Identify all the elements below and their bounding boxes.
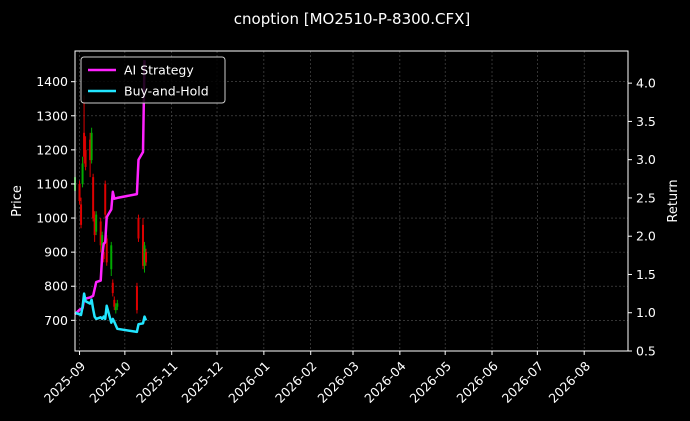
y-tick-label: 800 bbox=[44, 279, 68, 294]
candles bbox=[74, 95, 148, 314]
candle-body bbox=[93, 218, 96, 236]
return-axis: 0.5 1.0 1.5 2.0 2.5 3.0 3.5 4.0 bbox=[628, 76, 656, 359]
candle-body bbox=[99, 221, 102, 246]
price-axis: 700 800 900 1000 1100 1200 1300 1400 bbox=[36, 74, 75, 328]
candle-body bbox=[81, 163, 84, 184]
y-tick-label: 1200 bbox=[36, 142, 68, 157]
candle-body bbox=[80, 204, 83, 225]
candle-body bbox=[141, 224, 144, 266]
legend-box bbox=[80, 56, 226, 104]
candle-body bbox=[92, 177, 95, 219]
y2-tick-label: 1.5 bbox=[636, 267, 656, 282]
y2-axis-label: Return bbox=[666, 179, 681, 222]
y2-tick-label: 4.0 bbox=[636, 76, 656, 91]
candle-body bbox=[101, 235, 104, 256]
y-tick-label: 1300 bbox=[36, 108, 68, 123]
candle-body bbox=[105, 238, 108, 263]
y-tick-label: 900 bbox=[44, 245, 68, 260]
y-tick-label: 1400 bbox=[36, 74, 68, 89]
candle-body bbox=[95, 214, 98, 232]
candle-body bbox=[83, 132, 86, 157]
chart-title: cnoption [MO2510-P-8300.CFX] bbox=[234, 10, 470, 28]
legend-label: Buy-and-Hold bbox=[124, 84, 209, 99]
candle-body bbox=[145, 252, 148, 263]
y2-tick-label: 3.0 bbox=[636, 152, 656, 167]
legend: AI Strategy Buy-and-Hold bbox=[80, 56, 226, 104]
candle-body bbox=[90, 132, 93, 161]
y-tick-label: 1100 bbox=[36, 176, 68, 191]
candle-body bbox=[89, 139, 92, 161]
candle-body bbox=[135, 286, 138, 311]
candle-body bbox=[143, 245, 146, 266]
candle-body bbox=[114, 306, 117, 311]
y2-tick-label: 2.5 bbox=[636, 190, 656, 205]
candle-body bbox=[113, 299, 116, 307]
y2-tick-label: 1.0 bbox=[636, 305, 656, 320]
y-tick-label: 700 bbox=[44, 313, 68, 328]
y-axis-label: Price bbox=[10, 185, 25, 217]
candle-body bbox=[84, 149, 87, 167]
candle-body bbox=[102, 252, 105, 259]
candle-body bbox=[111, 282, 114, 294]
candle-body bbox=[78, 183, 81, 201]
y2-tick-label: 2.0 bbox=[636, 229, 656, 244]
legend-label: AI Strategy bbox=[124, 63, 194, 78]
plot-frame bbox=[74, 50, 629, 352]
y-tick-label: 1000 bbox=[36, 211, 68, 226]
candle-body bbox=[110, 245, 113, 270]
candle-body bbox=[137, 218, 140, 239]
y2-tick-label: 0.5 bbox=[636, 344, 656, 359]
series-lines bbox=[74, 60, 148, 334]
y2-tick-label: 3.5 bbox=[636, 114, 656, 129]
candle-body bbox=[116, 303, 119, 307]
candle-body bbox=[104, 183, 107, 215]
series-line-buy-and-hold bbox=[74, 292, 148, 334]
